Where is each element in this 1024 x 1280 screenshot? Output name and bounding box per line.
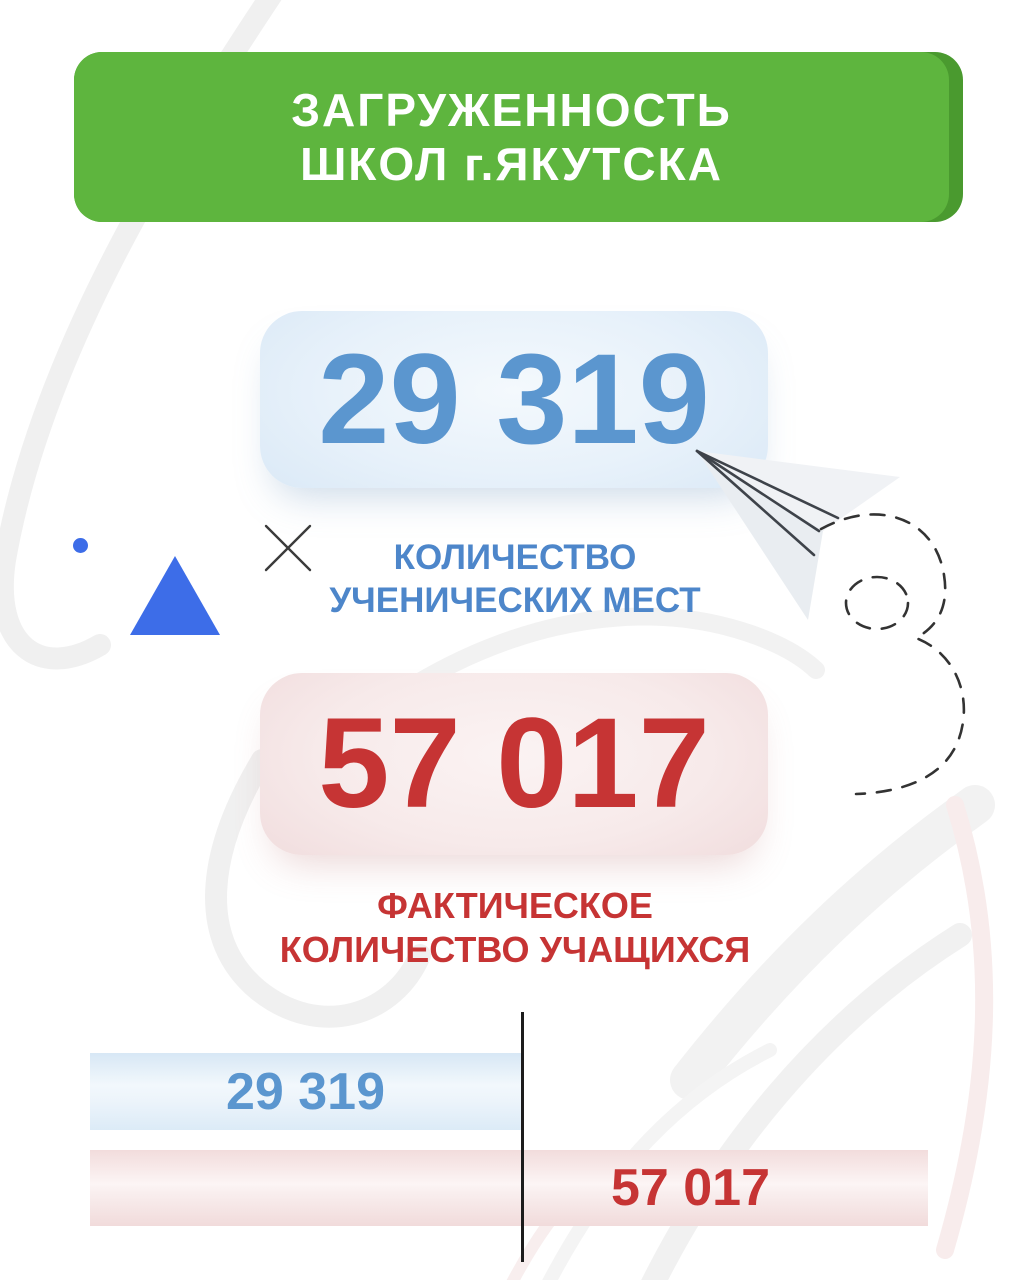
capacity-bar: 29 319 [90, 1053, 521, 1130]
page-title-line2: ШКОЛ г.ЯКУТСКА [300, 138, 723, 190]
students-bar-label: 57 017 [610, 1159, 770, 1217]
page-title-line1: ЗАГРУЖЕННОСТЬ [291, 84, 732, 136]
students-label-line2: КОЛИЧЕСТВО УЧАЩИХСЯ [279, 929, 751, 970]
students-label: ФАКТИЧЕСКОЕ КОЛИЧЕСТВО УЧАЩИХСЯ [210, 884, 820, 972]
capacity-label-line1: КОЛИЧЕСТВО [393, 538, 637, 577]
dot-icon [73, 538, 88, 553]
capacity-label-line2: УЧЕНИЧЕСКИХ МЕСТ [329, 581, 701, 620]
capacity-label: КОЛИЧЕСТВО УЧЕНИЧЕСКИХ МЕСТ [210, 536, 820, 622]
capacity-value: 29 319 [318, 327, 710, 471]
reference-line [521, 1012, 524, 1262]
dashed-trail-icon [819, 513, 966, 796]
students-card: 57 017 [260, 673, 768, 855]
triangle-icon [130, 556, 220, 635]
capacity-bar-label: 29 319 [225, 1062, 386, 1121]
students-label-line1: ФАКТИЧЕСКОЕ [377, 885, 653, 926]
x-mark-icon [264, 524, 312, 572]
header-banner: ЗАГРУЖЕННОСТЬ ШКОЛ г.ЯКУТСКА [74, 52, 963, 222]
students-value: 57 017 [318, 692, 710, 835]
header-banner-face: ЗАГРУЖЕННОСТЬ ШКОЛ г.ЯКУТСКА [74, 52, 949, 222]
students-bar: 57 017 [90, 1150, 928, 1226]
capacity-card: 29 319 [260, 311, 768, 488]
